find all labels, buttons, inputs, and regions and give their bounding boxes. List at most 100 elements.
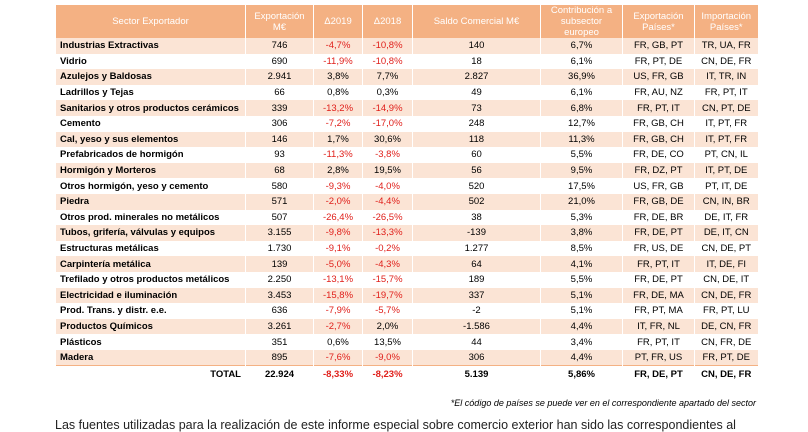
header-cell: Contribución a subsector europeo xyxy=(540,5,623,38)
value-cell: -17,0% xyxy=(362,115,413,132)
sector-cell: Piedra xyxy=(55,193,246,210)
value-cell: -13,3% xyxy=(362,225,413,241)
sector-cell: Hormigón y Morteros xyxy=(55,162,246,179)
value-cell: 11,3% xyxy=(540,131,623,148)
header-cell: Exportación M€ xyxy=(245,5,314,38)
value-cell: FR, DE, PT xyxy=(622,225,695,241)
value-cell: FR, PT, IT xyxy=(622,100,695,116)
value-cell: CN, DE, IT xyxy=(694,271,758,288)
value-cell: CN, PT, DE xyxy=(694,100,758,116)
value-cell: -2 xyxy=(412,303,541,319)
value-cell: PT, CN, IL xyxy=(694,147,758,163)
value-cell: -8,23% xyxy=(362,365,413,383)
value-cell: -7,9% xyxy=(313,303,363,319)
export-table: Sector Exportador Exportación M€ Δ2019 Δ201… xyxy=(55,5,758,383)
value-cell: 30,6% xyxy=(362,131,413,148)
value-cell: 2,0% xyxy=(362,318,413,335)
table-row: Ladrillos y Tejas 66 0,8% 0,3% 49 6,1% FR, AU,… xyxy=(55,84,758,101)
table-row: Carpintería metálica 139 -5,0% -4,3% 64 4,1% F… xyxy=(55,256,758,272)
value-cell: -4,3% xyxy=(362,256,413,272)
sector-cell: Ladrillos y Tejas xyxy=(55,84,246,101)
value-cell: -11,9% xyxy=(313,53,363,70)
value-cell: 337 xyxy=(412,287,541,304)
value-cell: 21,0% xyxy=(540,193,623,210)
header-cell: Sector Exportador xyxy=(55,5,246,38)
value-cell: IT, DE, FI xyxy=(694,256,758,272)
sector-cell: Cemento xyxy=(55,115,246,132)
value-cell: 12,7% xyxy=(540,115,623,132)
value-cell: 19,5% xyxy=(362,162,413,179)
table-row: Otros prod. minerales no metálicos 507 -26… xyxy=(55,209,758,226)
sector-cell: Productos Químicos xyxy=(55,318,246,335)
table-row: Plásticos 351 0,6% 13,5% 44 3,4% FR, PT, IT CN,… xyxy=(55,334,758,350)
table-row: Prod. Trans. y distr. e.e. 636 -7,9% -5,7% -… xyxy=(55,303,758,319)
value-cell: CN, IN, BR xyxy=(694,193,758,210)
sector-cell: Vidrio xyxy=(55,53,246,70)
value-cell: US, FR, GB xyxy=(622,178,695,194)
value-cell: 520 xyxy=(412,178,541,194)
sector-cell: Industrias Extractivas xyxy=(55,38,246,54)
value-cell: 5,5% xyxy=(540,271,623,288)
value-cell: IT, FR, NL xyxy=(622,318,695,335)
value-cell: 0,6% xyxy=(313,334,363,350)
value-cell: 66 xyxy=(245,84,314,101)
value-cell: 5,3% xyxy=(540,209,623,226)
sector-cell: Prefabricados de hormigón xyxy=(55,147,246,163)
value-cell: 2,8% xyxy=(313,162,363,179)
value-cell: 0,8% xyxy=(313,84,363,101)
header-cell: Importación Países* xyxy=(694,5,758,38)
value-cell: 68 xyxy=(245,162,314,179)
value-cell: -7,2% xyxy=(313,115,363,132)
value-cell: 38 xyxy=(412,209,541,226)
value-cell: -2,7% xyxy=(313,318,363,335)
sector-cell: Azulejos y Baldosas xyxy=(55,69,246,85)
value-cell: IT, PT, DE xyxy=(694,162,758,179)
value-cell: DE, IT, CN xyxy=(694,225,758,241)
value-cell: -9,3% xyxy=(313,178,363,194)
value-cell: -8,33% xyxy=(313,365,363,383)
value-cell: 5,1% xyxy=(540,303,623,319)
value-cell: -13,1% xyxy=(313,271,363,288)
value-cell: -10,8% xyxy=(362,38,413,54)
value-cell: 60 xyxy=(412,147,541,163)
value-cell: FR, GB, CH xyxy=(622,115,695,132)
value-cell: -4,7% xyxy=(313,38,363,54)
value-cell: -5,0% xyxy=(313,256,363,272)
value-cell: 502 xyxy=(412,193,541,210)
value-cell: DE, IT, FR xyxy=(694,209,758,226)
value-cell: -0,2% xyxy=(362,240,413,257)
sector-cell: Sanitarios y otros productos cerámicos xyxy=(55,100,246,116)
table-row: Vidrio 690 -11,9% -10,8% 18 6,1% FR, PT, DE CN,… xyxy=(55,53,758,70)
value-cell: 1,7% xyxy=(313,131,363,148)
value-cell: -14,9% xyxy=(362,100,413,116)
value-cell: -9,1% xyxy=(313,240,363,257)
value-cell: -26,4% xyxy=(313,209,363,226)
value-cell: IT, PT, FR xyxy=(694,131,758,148)
value-cell: 306 xyxy=(245,115,314,132)
value-cell: DE, CN, FR xyxy=(694,318,758,335)
table-row: Prefabricados de hormigón 93 -11,3% -3,8% 60… xyxy=(55,147,758,163)
value-cell: 17,5% xyxy=(540,178,623,194)
table-row: Estructuras metálicas 1.730 -9,1% -0,2% 1.27… xyxy=(55,240,758,257)
value-cell: 6,7% xyxy=(540,38,623,54)
value-cell: CN, DE, FR xyxy=(694,287,758,304)
value-cell: FR, PT, IT xyxy=(622,256,695,272)
value-cell: -4,4% xyxy=(362,193,413,210)
value-cell: FR, PT, MA xyxy=(622,303,695,319)
value-cell: 9,5% xyxy=(540,162,623,179)
value-cell: -5,7% xyxy=(362,303,413,319)
table-row: Tubos, grifería, válvulas y equipos 3.155… xyxy=(55,225,758,241)
value-cell: 64 xyxy=(412,256,541,272)
table-row: Industrias Extractivas 746 -4,7% -10,8% 140 6… xyxy=(55,38,758,54)
value-cell: 571 xyxy=(245,193,314,210)
value-cell: -139 xyxy=(412,225,541,241)
table-row: Piedra 571 -2,0% -4,4% 502 21,0% FR, GB, DE CN,… xyxy=(55,193,758,210)
value-cell: 36,9% xyxy=(540,69,623,85)
value-cell: 8,5% xyxy=(540,240,623,257)
value-cell: FR, PT, DE xyxy=(622,53,695,70)
footnote: *El código de países se puede ver en el … xyxy=(450,398,756,408)
value-cell: FR, PT, DE xyxy=(694,349,758,366)
table-row: Trefilado y otros productos metálicos 2.2… xyxy=(55,271,758,288)
sector-cell: Carpintería metálica xyxy=(55,256,246,272)
